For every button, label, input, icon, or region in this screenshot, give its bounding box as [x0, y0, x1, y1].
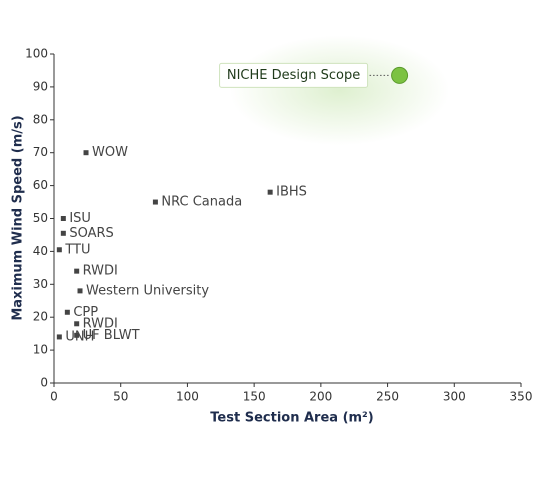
point-label: ISU: [69, 211, 91, 226]
point-label: TTU: [64, 242, 90, 257]
highlight-point: [391, 66, 409, 84]
x-tick-label: 350: [510, 390, 533, 404]
point-label: RWDI: [83, 316, 118, 331]
y-tick-label: 100: [25, 47, 48, 61]
point-label: UF BLWT: [83, 328, 140, 343]
x-tick-label: 50: [113, 390, 128, 404]
y-tick-label: 80: [33, 112, 48, 126]
x-tick-label: 200: [309, 390, 332, 404]
highlight-label: NICHE Design Scope: [227, 68, 360, 83]
point-label: SOARS: [69, 226, 113, 241]
x-tick-label: 250: [376, 390, 399, 404]
point: [74, 321, 80, 327]
highlight-box: [219, 62, 369, 88]
point: [152, 199, 158, 205]
point-label: UNH: [65, 329, 94, 344]
point: [60, 230, 66, 236]
point: [56, 334, 62, 340]
point: [64, 309, 70, 315]
glow: [229, 35, 450, 146]
y-tick-label: 30: [33, 277, 48, 291]
y-tick-label: 0: [40, 376, 48, 390]
point: [77, 288, 83, 294]
x-tick-label: 300: [443, 390, 466, 404]
y-axis-title: Maximum Wind Speed (m/s): [11, 115, 26, 320]
y-tick-label: 60: [33, 178, 48, 192]
point: [267, 189, 273, 195]
point-label: NRC Canada: [161, 195, 242, 210]
point-label: Western University: [86, 283, 209, 298]
y-tick-label: 70: [33, 145, 48, 159]
y-tick-label: 50: [33, 211, 48, 225]
y-tick-label: 10: [33, 343, 48, 357]
point: [60, 216, 66, 221]
x-tick-label: 150: [243, 390, 266, 404]
x-tick-label: 100: [176, 390, 199, 404]
point-label: WOW: [92, 145, 128, 160]
x-axis-title: Test Section Area (m²): [210, 411, 373, 426]
y-tick-label: 90: [33, 79, 48, 93]
point: [74, 332, 80, 338]
point: [56, 247, 62, 253]
y-tick-label: 20: [33, 310, 48, 324]
point-label: CPP: [73, 305, 98, 320]
point: [74, 268, 80, 274]
point-label: IBHS: [276, 185, 307, 200]
point: [83, 150, 89, 156]
x-tick-label: 0: [50, 390, 58, 404]
y-tick-label: 40: [33, 244, 48, 258]
point-label: RWDI: [83, 264, 118, 279]
